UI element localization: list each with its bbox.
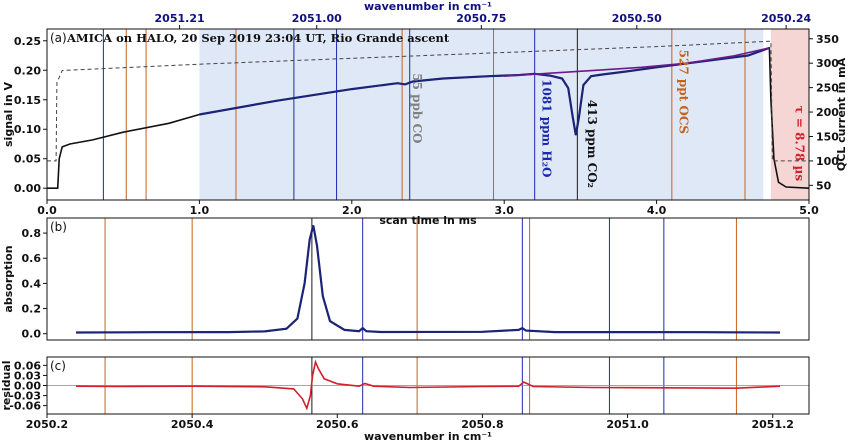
series-line-baseline	[504, 47, 770, 77]
y-tick-label: -0.03	[9, 390, 41, 403]
y-tick-label: 0.6	[22, 252, 42, 265]
top-tick-label: 2050.75	[456, 12, 506, 25]
x-tick-label: 2.0	[342, 204, 362, 217]
series-line-residual	[75, 359, 781, 411]
series-line-fit	[75, 225, 781, 334]
annotation-label: 1081 ppm H₂O	[539, 79, 553, 177]
y-axis-label: signal in V	[2, 82, 15, 147]
series-line-qcl_current	[47, 40, 809, 162]
y-tick-label: 0.25	[14, 35, 41, 48]
series-group	[75, 359, 781, 411]
x-tick-label: 2050.2	[26, 418, 68, 431]
y2-tick-label: 50	[816, 179, 832, 192]
y-tick-label: 0.05	[14, 153, 41, 166]
x-tick-label: 2050.6	[316, 418, 359, 431]
y2-tick-label: 300	[816, 57, 839, 70]
annotation-label: τ = 8.78 µs	[792, 106, 806, 182]
y2-tick-label: 150	[816, 130, 839, 143]
top-tick-label: 2050.24	[761, 12, 811, 25]
x-tick-label: 4.0	[647, 204, 667, 217]
x-axis-label: wavenumber in cm⁻¹	[364, 430, 492, 442]
x-tick-label: 0.0	[37, 204, 57, 217]
annotation-label: 527 ppt OCS	[676, 50, 690, 134]
top-tick-label: 2051.21	[155, 12, 205, 25]
x-tick-label: 2051.2	[751, 418, 793, 431]
y-tick-label: 0.15	[14, 94, 41, 107]
panel-c: 0.060.030.00-0.03-0.06 2050.2 2050.4 2050.6…	[0, 356, 810, 442]
panel-label: (c)	[50, 359, 66, 373]
y-tick-label: 0.8	[22, 227, 42, 240]
x-tick-label: 2050.8	[461, 418, 503, 431]
y-tick-label: 0.00	[14, 182, 41, 195]
y-tick-label: 0.06	[14, 359, 41, 372]
y2-tick-label: 350	[816, 33, 839, 46]
top-tick-label: 2050.50	[612, 12, 662, 25]
chart-title: AMICA on HALO, 20 Sep 2019 23:04 UT, Rio…	[66, 31, 450, 45]
shaded-region	[199, 29, 764, 200]
y-tick-label: 0.00	[14, 380, 41, 393]
series-line-measured	[75, 225, 781, 334]
x-tick-label: 2051.0	[606, 418, 649, 431]
y-tick-label: 0.10	[14, 123, 41, 136]
annotation-label: 55 ppb CO	[410, 73, 424, 143]
top-tick-label: 2051.00	[292, 12, 342, 25]
x-tick-label: 3.0	[494, 204, 514, 217]
x-axis-label: scan time in ms	[379, 214, 477, 227]
series-line-fit	[199, 46, 770, 136]
x-tick-label: 2050.4	[171, 418, 214, 431]
y-tick-label: 0.20	[14, 64, 41, 77]
plot-frame	[46, 28, 810, 201]
series-group	[75, 225, 781, 334]
panel-b: 0.0 0.2 0.4 0.6 0.8 absorption (b)	[2, 217, 810, 341]
plot-frame	[46, 217, 810, 341]
panel-label: (a)	[50, 31, 67, 45]
y-tick-label: 0.0	[22, 328, 42, 341]
panel-label: (b)	[50, 220, 67, 234]
x-tick-label: 5.0	[799, 204, 819, 217]
y2-tick-label: 100	[816, 155, 839, 168]
annotation-label: 413 ppm CO₂	[585, 100, 599, 188]
y-tick-label: -0.06	[9, 400, 41, 413]
y2-axis-label: QCL current in mA	[835, 57, 848, 171]
y-axis-label: absorption	[2, 245, 15, 312]
y2-tick-label: 250	[816, 82, 839, 95]
y-axis-label: residual	[0, 360, 13, 410]
y-tick-label: 0.2	[22, 303, 42, 316]
series-group	[47, 40, 809, 189]
y-tick-label: 0.4	[22, 277, 42, 290]
y2-tick-label: 200	[816, 106, 839, 119]
shaded-region	[770, 29, 809, 200]
y-tick-label: 0.03	[14, 369, 41, 382]
panel-a: 0.00 0.05 0.10 0.15 0.20 0.25 50 100 150 200 250 30…	[2, 0, 848, 227]
top-axis-label: wavenumber in cm⁻¹	[364, 0, 492, 13]
x-tick-label: 1.0	[190, 204, 210, 217]
